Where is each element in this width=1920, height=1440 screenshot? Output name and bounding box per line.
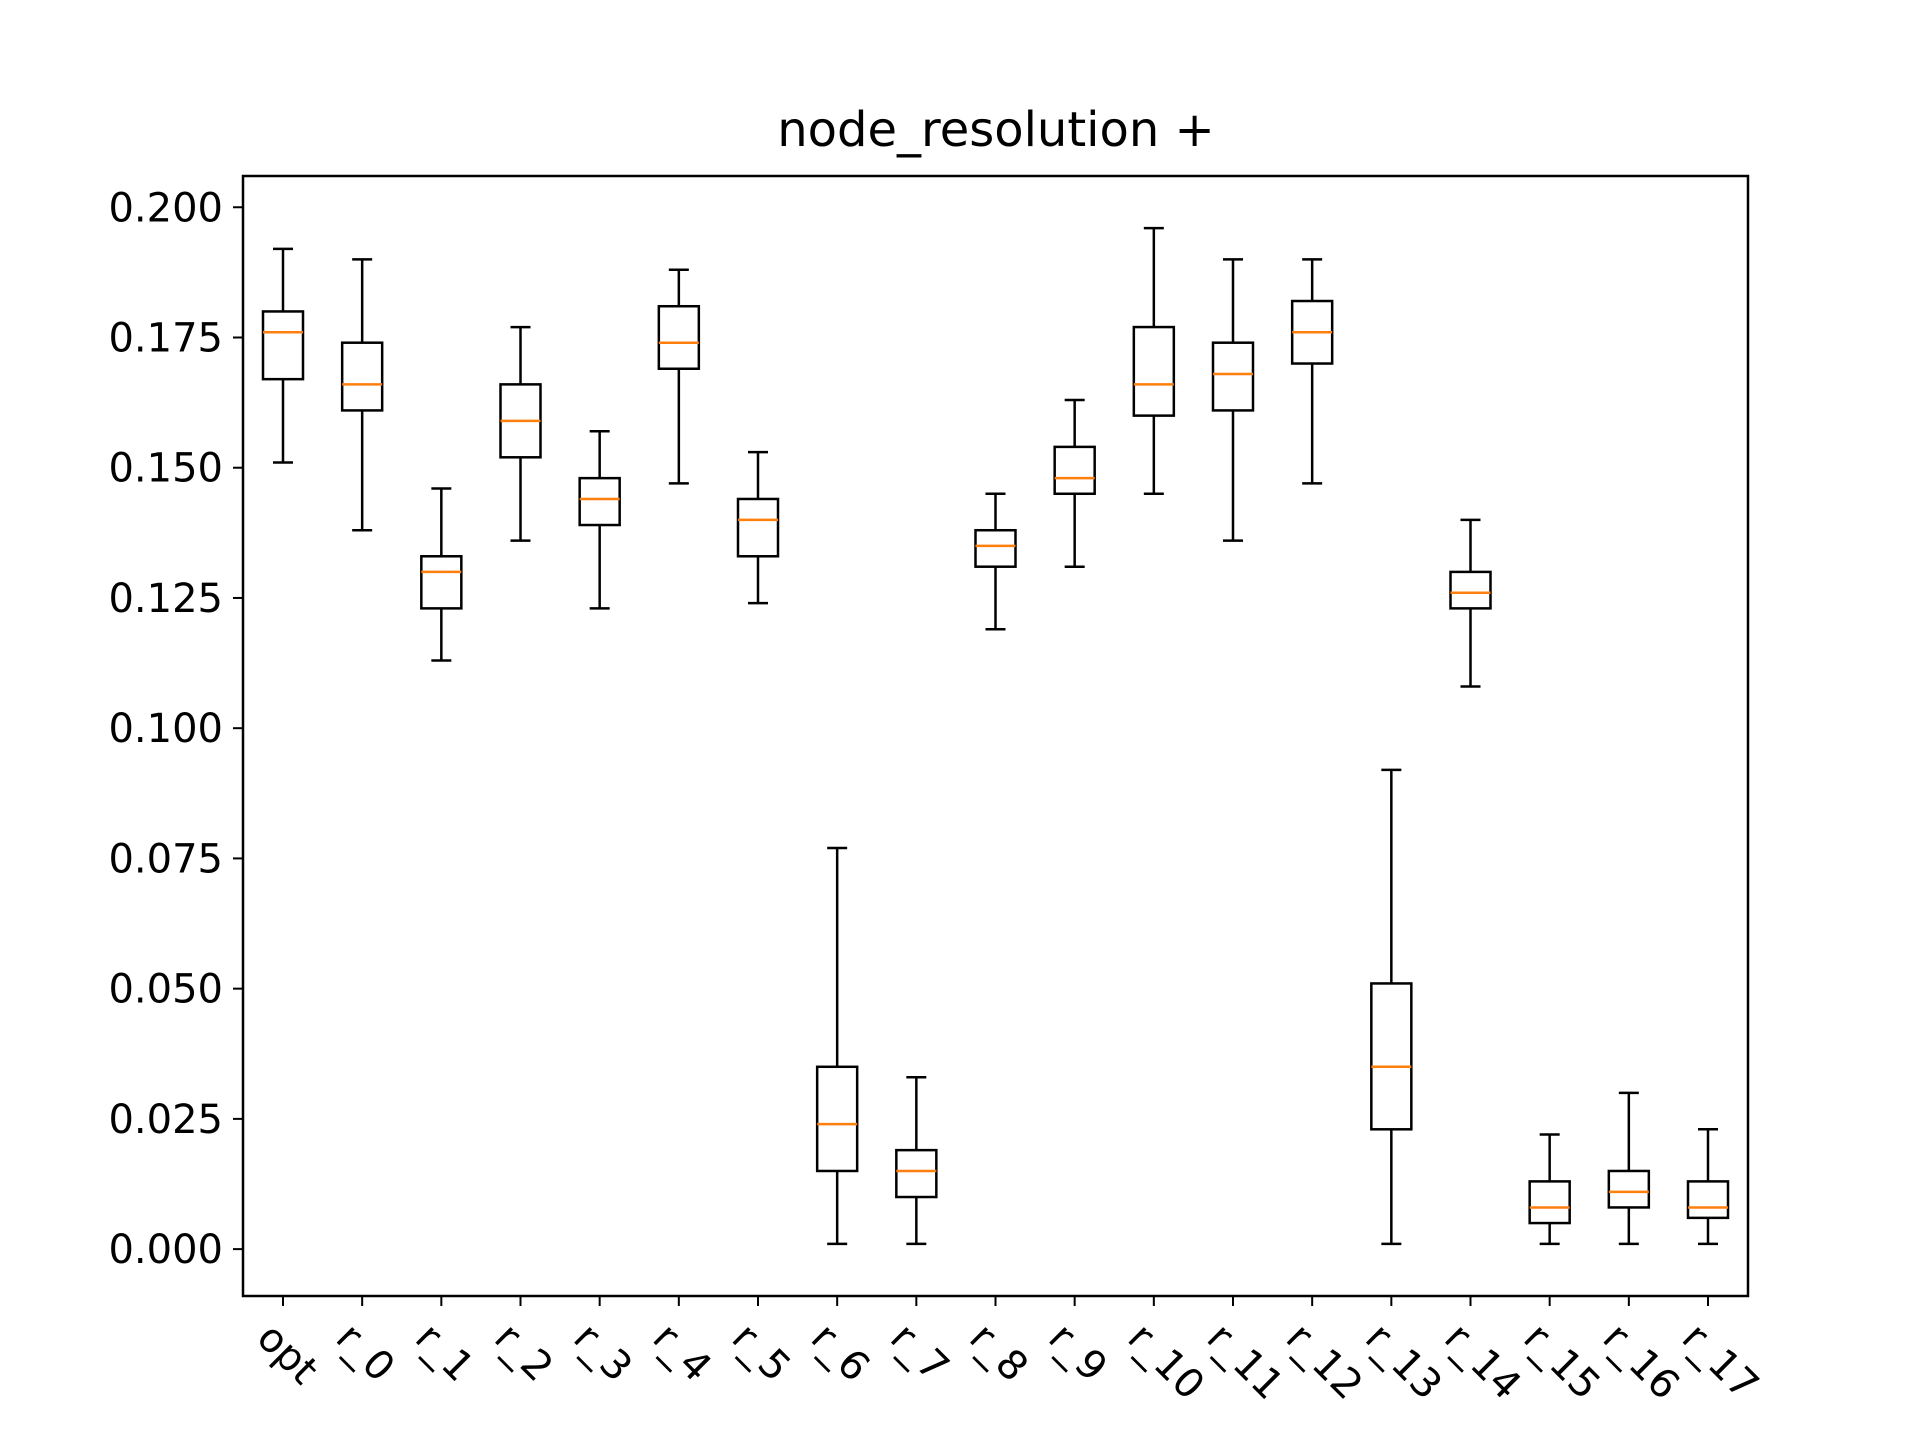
iqr-box [261, 310, 305, 381]
iqr-box [736, 497, 780, 558]
box-r_9 [1053, 398, 1096, 568]
iqr-box [815, 1065, 859, 1173]
y-tick-label: 0.000 [108, 1227, 223, 1273]
box-r_14 [1449, 518, 1492, 688]
box-r_12 [1290, 258, 1334, 485]
box-r_6 [815, 846, 859, 1246]
iqr-box [974, 528, 1017, 568]
box-r_1 [420, 487, 463, 662]
y-tick-label: 0.175 [108, 315, 223, 361]
y-tick-label: 0.025 [108, 1097, 223, 1143]
box-r_0 [340, 258, 384, 532]
box-r_8 [974, 492, 1017, 631]
chart-title: node_resolution + [777, 102, 1215, 158]
iqr-box [1370, 982, 1413, 1131]
box-r_5 [736, 450, 780, 605]
plot-frame [241, 174, 1750, 1298]
box-r_11 [1211, 258, 1255, 542]
box-r_17 [1686, 1128, 1730, 1246]
iqr-box [657, 304, 701, 370]
boxes-layer [261, 226, 1730, 1246]
y-tick-label: 0.150 [108, 446, 223, 492]
iqr-box [895, 1148, 938, 1199]
y-tick-label: 0.100 [108, 706, 223, 752]
box-opt [261, 247, 305, 464]
box-r_7 [895, 1075, 938, 1246]
iqr-box [340, 341, 384, 412]
y-tick-label: 0.200 [108, 185, 223, 231]
iqr-box [1053, 445, 1096, 496]
box-r_15 [1528, 1133, 1571, 1246]
iqr-box [1686, 1180, 1730, 1220]
box-r_2 [499, 325, 542, 542]
y-axis: 0.000 0.025 0.050 0.075 0.100 0.125 0.150 0.175… [108, 185, 243, 1273]
iqr-box [1607, 1169, 1651, 1209]
iqr-box [1132, 325, 1176, 417]
box-r_13 [1370, 768, 1413, 1246]
y-tick-label: 0.050 [108, 967, 223, 1013]
iqr-box [1449, 570, 1492, 610]
iqr-box [420, 555, 463, 610]
box-r_16 [1607, 1091, 1651, 1246]
y-tick-label: 0.075 [108, 836, 223, 882]
box-r_10 [1132, 226, 1176, 496]
box-r_4 [657, 268, 701, 485]
iqr-box [1211, 341, 1255, 412]
y-tick-label: 0.125 [108, 576, 223, 622]
box-r_3 [578, 430, 621, 610]
iqr-box [1528, 1180, 1571, 1225]
iqr-box [578, 476, 621, 527]
